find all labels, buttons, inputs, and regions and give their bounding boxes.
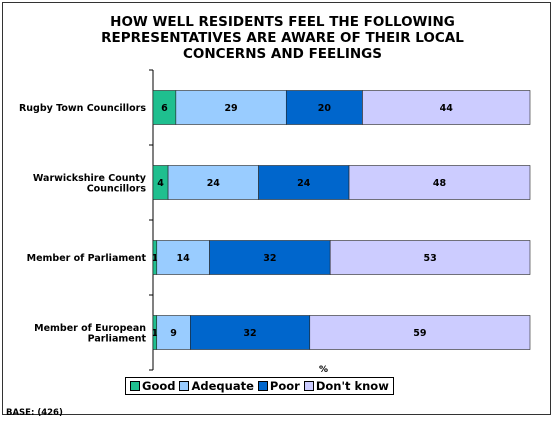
legend: Good Adequate Poor Don't know (125, 377, 394, 395)
bar-segment (309, 315, 531, 350)
chart-border (2, 2, 551, 415)
data-label: 29 (224, 103, 237, 114)
legend-label: Adequate (191, 379, 254, 393)
data-label: 32 (243, 328, 256, 339)
data-label: 6 (161, 103, 168, 114)
data-label: 44 (440, 103, 454, 114)
bar-segment (362, 90, 531, 125)
legend-swatch (130, 381, 140, 391)
data-label: 48 (433, 178, 447, 189)
data-label: 53 (423, 253, 436, 264)
bar-segment (167, 165, 259, 200)
data-label: 20 (318, 103, 332, 114)
category-label: Warwickshire County Councillors (33, 173, 147, 195)
legend-item: Don't know (303, 379, 389, 393)
data-label: 24 (297, 178, 311, 189)
bar-segment (285, 90, 363, 125)
legend-swatch (257, 381, 268, 391)
bar-segment (258, 165, 350, 200)
data-label: 9 (170, 328, 177, 339)
data-label: 14 (177, 253, 191, 264)
legend-swatch (179, 381, 190, 391)
bar-segment (156, 240, 210, 275)
base-note: BASE: (426) (6, 408, 63, 418)
legend-label: Good (142, 379, 176, 393)
chart-title: HOW WELL RESIDENTS FEEL THE FOLLOWING RE… (101, 14, 464, 62)
bar-segment (190, 315, 311, 350)
legend-label: Poor (269, 379, 300, 393)
legend-item: Adequate (179, 379, 254, 393)
data-label: 59 (413, 328, 426, 339)
legend-item: Good (130, 379, 175, 393)
data-label: 24 (207, 178, 221, 189)
legend-swatch (303, 381, 314, 391)
bar-segment (329, 240, 531, 275)
bar-segment (209, 240, 331, 275)
legend-label: Don't know (315, 379, 389, 393)
category-label: Rugby Town Councillors (19, 103, 146, 114)
data-label: 1 (152, 253, 159, 264)
category-label: Member of European Parliament (34, 323, 146, 345)
bar-segment (348, 165, 531, 200)
bar-segment (175, 90, 287, 125)
data-label: 4 (157, 178, 164, 189)
data-label: 32 (263, 253, 276, 264)
category-label: Member of Parliament (27, 253, 147, 264)
data-label: 1 (152, 328, 159, 339)
x-axis-unit: % (319, 365, 329, 375)
legend-item: Poor (257, 379, 300, 393)
